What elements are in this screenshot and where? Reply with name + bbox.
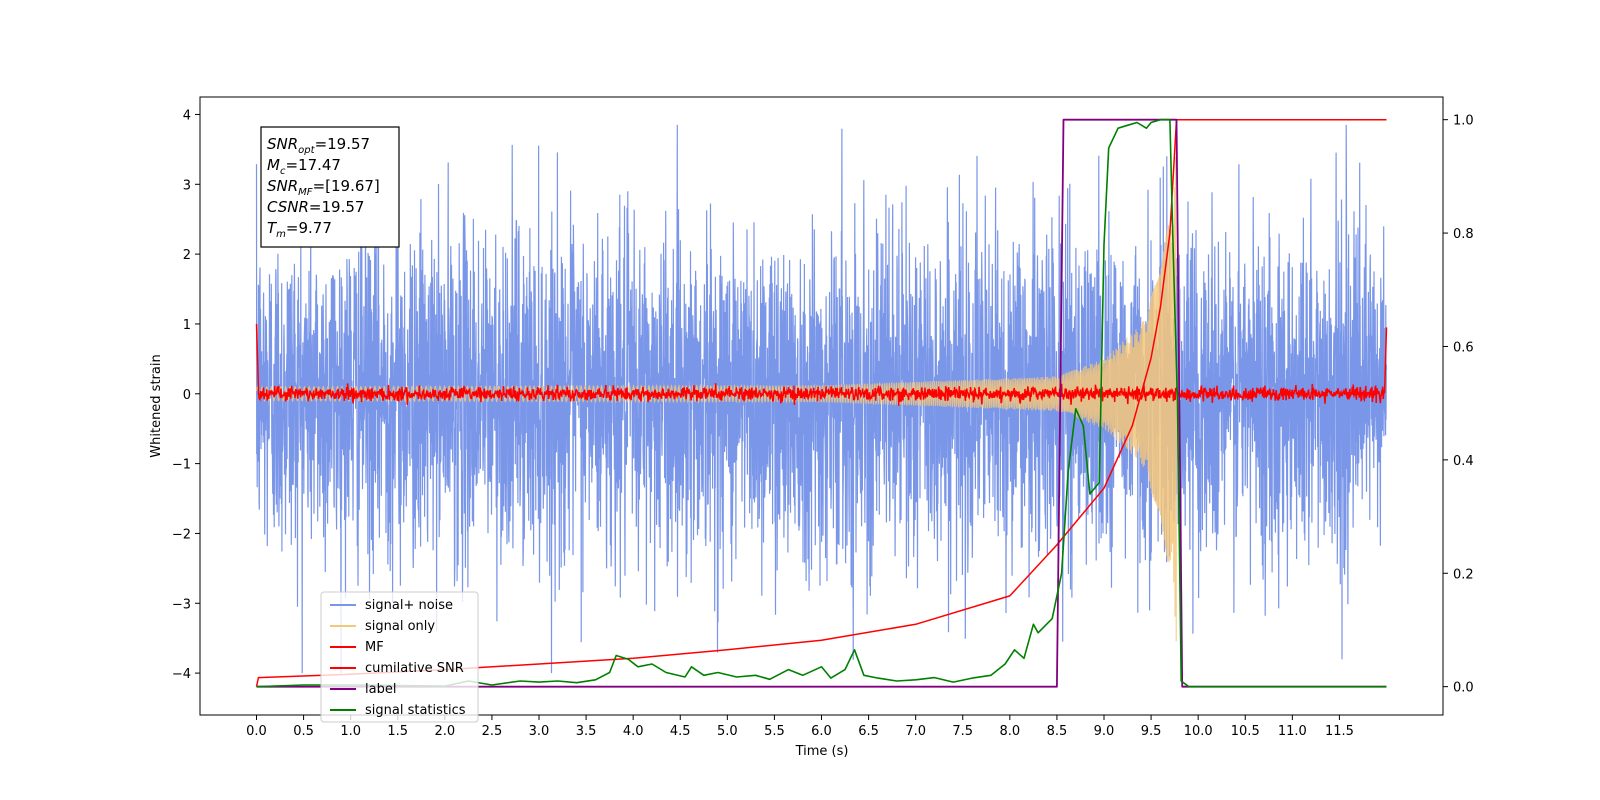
y-tick-label: 1	[183, 318, 191, 333]
legend: signal+ noise signal only MF cumilative SNR…	[320, 591, 479, 723]
x-axis: 0.0 0.5 1.0 1.5 2.0 2.5 3.0 3.5 4.0 4.5 5.0 5.5 6.0 6…	[246, 715, 1354, 739]
y2-tick-label: 0.4	[1453, 454, 1474, 469]
annotation-line: SNRopt=19.57	[267, 135, 370, 156]
y-tick-label: −4	[172, 667, 191, 682]
x-tick-label: 7.5	[952, 724, 973, 739]
y-tick-label: 0	[183, 388, 191, 403]
legend-entry: cumilative SNR	[365, 661, 464, 676]
annotation-frame	[260, 126, 400, 248]
x-tick-label: 6.5	[858, 724, 879, 739]
x-tick-label: 1.0	[340, 724, 361, 739]
x-tick-label: 8.0	[999, 724, 1020, 739]
y-tick-label: −3	[172, 597, 191, 612]
legend-entry: label	[365, 682, 396, 697]
annotation-line: Tm=9.77	[267, 219, 332, 240]
x-tick-label: 0.5	[293, 724, 314, 739]
series-mf	[255, 323, 1388, 406]
x-tick-label: 5.0	[717, 724, 738, 739]
x-tick-label: 2.0	[434, 724, 455, 739]
legend-entry: signal statistics	[365, 703, 466, 718]
x-tick-label: 2.5	[482, 724, 503, 739]
x-tick-label: 0.0	[246, 724, 267, 739]
x-tick-label: 11.5	[1325, 724, 1354, 739]
annotation-box: SNRopt=19.57Mc=17.47SNRMF=[19.67]CSNR=19…	[260, 126, 400, 248]
annotation-line: Mc=17.47	[267, 156, 341, 177]
y2-tick-label: 0.2	[1453, 567, 1474, 582]
series-signal-noise	[255, 124, 1388, 674]
x-tick-label: 4.0	[623, 724, 644, 739]
x-tick-label: 6.0	[811, 724, 832, 739]
x-tick-label: 4.5	[670, 724, 691, 739]
x-tick-label: 3.0	[529, 724, 550, 739]
x-tick-label: 1.5	[387, 724, 408, 739]
legend-entry: signal+ noise	[365, 598, 453, 613]
y-axis-left: 4 3 2 1 0 −1 −2 −3 −4	[172, 108, 200, 682]
x-tick-label: 5.5	[764, 724, 785, 739]
legend-entry: MF	[365, 640, 384, 655]
y2-tick-label: 1.0	[1453, 114, 1474, 129]
x-tick-label: 10.5	[1231, 724, 1260, 739]
y-axis-right: 1.0 0.8 0.6 0.4 0.2 0.0	[1443, 114, 1474, 696]
y2-tick-label: 0.0	[1453, 681, 1474, 696]
x-tick-label: 11.0	[1278, 724, 1307, 739]
y2-tick-label: 0.8	[1453, 227, 1474, 242]
legend-entry: signal only	[365, 619, 435, 634]
y-tick-label: 3	[183, 178, 191, 193]
y-tick-label: 4	[183, 108, 191, 123]
y-tick-label: −1	[172, 458, 191, 473]
x-tick-label: 9.5	[1141, 724, 1162, 739]
x-tick-label: 3.5	[576, 724, 597, 739]
y-axis-label: Whitened strain	[149, 354, 164, 457]
y-tick-label: 2	[183, 248, 191, 263]
x-tick-label: 10.0	[1184, 724, 1213, 739]
x-tick-label: 9.0	[1094, 724, 1115, 739]
x-axis-label: Time (s)	[795, 744, 849, 759]
y-tick-label: −2	[172, 527, 191, 542]
y2-tick-label: 0.6	[1453, 340, 1474, 355]
series-signal-statistics	[256, 118, 1387, 688]
legend-frame	[320, 591, 479, 723]
annotation-line: CSNR=19.57	[267, 198, 364, 216]
annotation-line: SNRMF=[19.67]	[267, 177, 380, 198]
x-tick-label: 8.5	[1047, 724, 1068, 739]
x-tick-label: 7.0	[905, 724, 926, 739]
